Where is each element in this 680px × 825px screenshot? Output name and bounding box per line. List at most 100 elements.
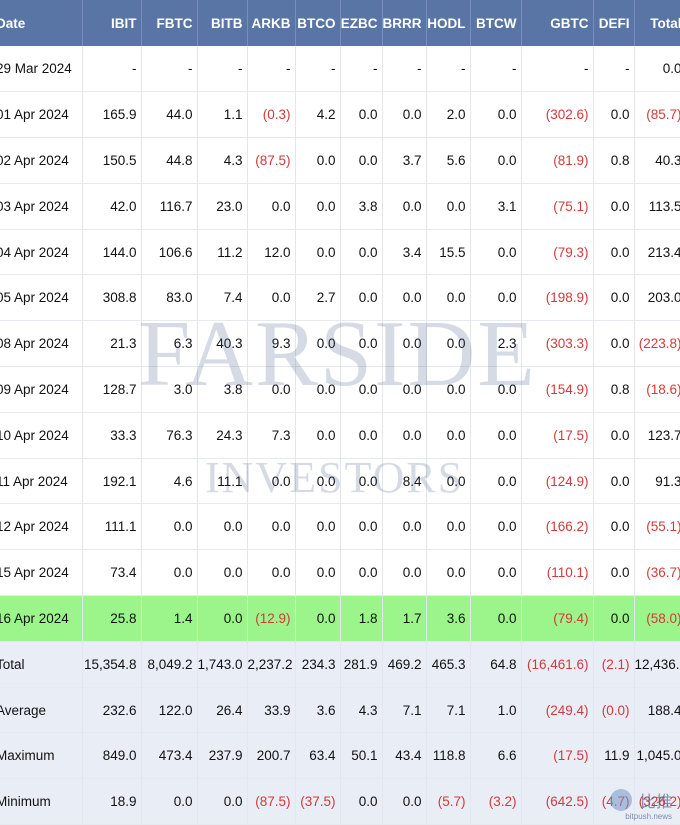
cell-brrr: 0.0 xyxy=(382,183,427,230)
cell-ibit: 308.8 xyxy=(82,274,142,322)
cell-brrr: 0.0 xyxy=(382,91,427,139)
table-row: 10 Apr 2024 33.3 76.3 24.3 7.3 0.0 0.0 0.0 0.0 0.… xyxy=(0,412,680,459)
cell-btcw: 0.0 xyxy=(470,91,522,139)
cell-arkb: (12.9) xyxy=(247,595,296,642)
cell-btcw: 1.0 xyxy=(470,687,522,734)
cell-gbtc: (303.3) xyxy=(521,320,594,368)
cell-brrr: 3.4 xyxy=(382,229,427,276)
cell-bitb: 1.1 xyxy=(197,91,248,139)
column-header-btcw[interactable]: BTCW xyxy=(470,0,522,46)
table-row: 05 Apr 2024 308.8 83.0 7.4 0.0 2.7 0.0 0.0 0.0 0.… xyxy=(0,274,680,322)
cell-btco: 2.7 xyxy=(295,274,341,322)
cell-hodl: 118.8 xyxy=(426,732,471,780)
cell-hodl: 0.0 xyxy=(426,503,471,551)
cell-ibit: 21.3 xyxy=(82,320,142,368)
cell-btcw: 0.0 xyxy=(470,549,522,597)
cell-arkb: (0.3) xyxy=(247,91,296,139)
cell-fbtc: 3.0 xyxy=(141,366,198,413)
cell-btcw: 0.0 xyxy=(470,458,522,505)
column-header-ibit[interactable]: IBIT xyxy=(82,0,142,46)
cell-defi: (2.1) xyxy=(593,641,635,688)
cell-btco: 0.0 xyxy=(295,229,341,276)
cell-total: (36.7) xyxy=(634,549,680,597)
cell-bitb: 0.0 xyxy=(197,778,248,825)
cell-fbtc: 76.3 xyxy=(141,412,198,459)
cell-bitb: 7.4 xyxy=(197,274,248,322)
cell-ibit: 144.0 xyxy=(82,229,142,276)
row-label: 12 Apr 2024 xyxy=(0,503,83,551)
cell-total: 213.4 xyxy=(634,229,680,276)
cell-gbtc: (166.2) xyxy=(521,503,594,551)
cell-total: (326.2) xyxy=(634,778,680,825)
table-row: 15 Apr 2024 73.4 0.0 0.0 0.0 0.0 0.0 0.0 0.0 0.0(… xyxy=(0,549,680,597)
cell-arkb: 0.0 xyxy=(247,183,296,230)
column-header-hodl[interactable]: HODL xyxy=(426,0,471,46)
cell-arkb: 2,237.2 xyxy=(247,641,296,688)
cell-btcw: 0.0 xyxy=(470,137,522,184)
cell-btco: 0.0 xyxy=(295,320,341,368)
column-header-btco[interactable]: BTCO xyxy=(295,0,341,46)
column-header-fbtc[interactable]: FBTC xyxy=(141,0,198,46)
cell-defi: 0.0 xyxy=(593,412,635,459)
column-header-date[interactable]: Date xyxy=(0,0,83,46)
cell-bitb: 40.3 xyxy=(197,320,248,368)
cell-total: 1,045.0 xyxy=(634,732,680,780)
cell-brrr: - xyxy=(382,46,427,93)
cell-ibit: 111.1 xyxy=(82,503,142,551)
cell-fbtc: 1.4 xyxy=(141,595,198,642)
cell-btcw: 0.0 xyxy=(470,366,522,413)
row-label: Minimum xyxy=(0,778,83,825)
cell-btco: 234.3 xyxy=(295,641,341,688)
cell-gbtc: (75.1) xyxy=(521,183,594,230)
cell-gbtc: - xyxy=(521,46,594,93)
summary-row: Total15,354.88,049.21,743.02,237.2234.32… xyxy=(0,641,680,688)
column-header-arkb[interactable]: ARKB xyxy=(247,0,296,46)
cell-btco: 0.0 xyxy=(295,412,341,459)
column-header-gbtc[interactable]: GBTC xyxy=(521,0,594,46)
cell-ibit: 192.1 xyxy=(82,458,142,505)
cell-ezbc: 0.0 xyxy=(340,549,383,597)
cell-btco: 4.2 xyxy=(295,91,341,139)
cell-btco: 0.0 xyxy=(295,366,341,413)
row-label: 16 Apr 2024 xyxy=(0,595,83,642)
table-row: 02 Apr 2024 150.5 44.8 4.3 (87.5) 0.0 0.0 3.7 5.… xyxy=(0,137,680,184)
row-label: 05 Apr 2024 xyxy=(0,274,83,322)
cell-bitb: - xyxy=(197,46,248,93)
cell-ezbc: 0.0 xyxy=(340,458,383,505)
cell-brrr: 8.4 xyxy=(382,458,427,505)
cell-btco: 0.0 xyxy=(295,137,341,184)
cell-defi: 0.0 xyxy=(593,229,635,276)
column-header-ezbc[interactable]: EZBC xyxy=(340,0,383,46)
cell-ezbc: 0.0 xyxy=(340,412,383,459)
cell-arkb: 0.0 xyxy=(247,458,296,505)
table-row: 03 Apr 2024 42.0 116.7 23.0 0.0 0.0 3.8 0.0 0.0 3… xyxy=(0,183,680,230)
cell-brrr: 0.0 xyxy=(382,412,427,459)
column-header-brrr[interactable]: BRRR xyxy=(382,0,427,46)
cell-defi: 0.0 xyxy=(593,503,635,551)
cell-fbtc: 116.7 xyxy=(141,183,198,230)
cell-brrr: 0.0 xyxy=(382,503,427,551)
cell-hodl: 0.0 xyxy=(426,274,471,322)
column-header-total[interactable]: Total xyxy=(634,0,680,46)
cell-ezbc: 3.8 xyxy=(340,183,383,230)
cell-hodl: - xyxy=(426,46,471,93)
cell-brrr: 0.0 xyxy=(382,366,427,413)
cell-ibit: 73.4 xyxy=(82,549,142,597)
cell-arkb: - xyxy=(247,46,296,93)
cell-fbtc: 6.3 xyxy=(141,320,198,368)
cell-brrr: 0.0 xyxy=(382,274,427,322)
cell-total: 0.0 xyxy=(634,46,680,93)
cell-arkb: 12.0 xyxy=(247,229,296,276)
column-header-defi[interactable]: DEFI xyxy=(593,0,635,46)
cell-fbtc: 44.0 xyxy=(141,91,198,139)
column-header-bitb[interactable]: BITB xyxy=(197,0,248,46)
header-row: Date IBIT FBTC BITB ARKB BTCO EZBC BRRR HODL BTCW… xyxy=(0,0,680,46)
cell-btcw: 6.6 xyxy=(470,732,522,780)
cell-fbtc: 8,049.2 xyxy=(141,641,198,688)
table-body: 29 Mar 2024- - - - - - - - - - -0.0 01 Apr 2024 165.… xyxy=(0,46,680,825)
cell-defi: 0.0 xyxy=(593,183,635,230)
cell-fbtc: 83.0 xyxy=(141,274,198,322)
cell-arkb: 0.0 xyxy=(247,366,296,413)
cell-ezbc: 0.0 xyxy=(340,503,383,551)
cell-arkb: 200.7 xyxy=(247,732,296,780)
